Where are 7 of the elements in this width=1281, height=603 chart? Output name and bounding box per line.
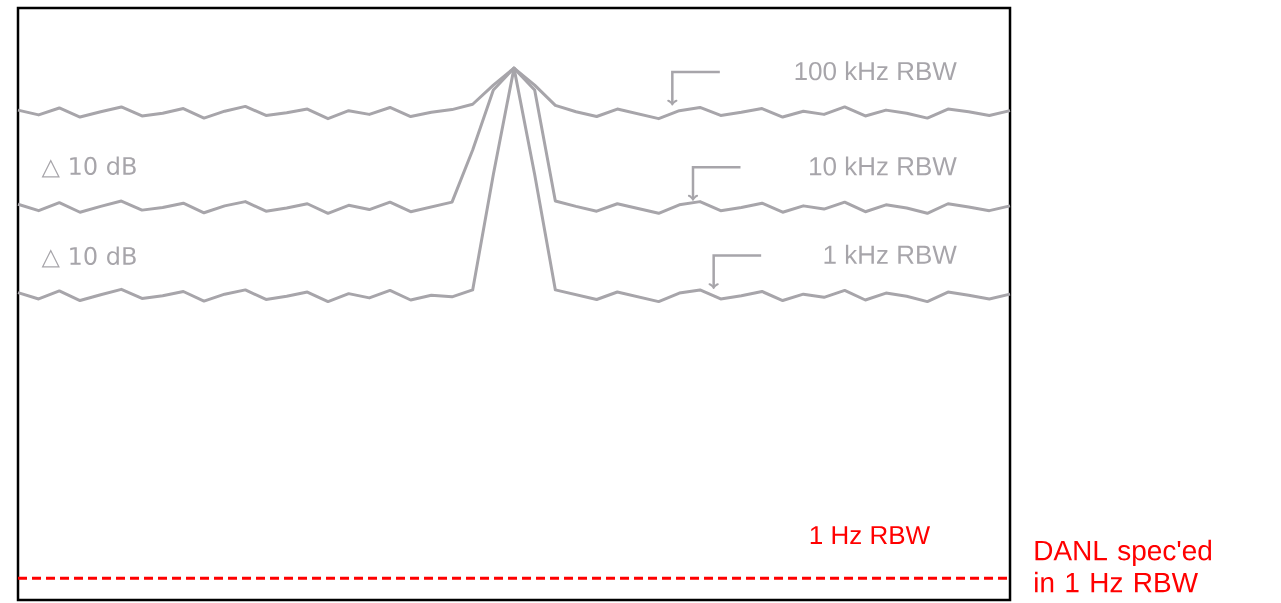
series-label: 1 kHz RBW: [824, 244, 957, 264]
ref-line-label: 1 Hz RBW: [810, 526, 931, 545]
series-label: 100 kHz RBW: [795, 61, 957, 81]
annotation: △ 10 dB: [41, 246, 136, 268]
annotation: △ 10 dB: [41, 156, 136, 178]
series-label: 10 kHz RBW: [810, 156, 957, 176]
text: DANL spec'ed in 1 Hz RBW: [1035, 539, 1212, 593]
